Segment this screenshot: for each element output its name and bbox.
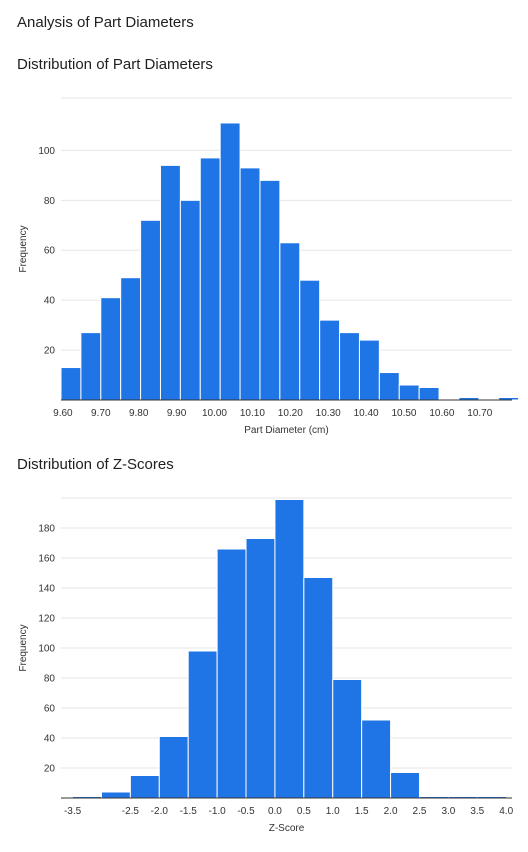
x-tick-label: 0.5 [297,806,311,817]
histogram-bar [100,791,131,799]
y-tick-label: 120 [38,614,55,625]
chart-title-zscores: Distribution of Z-Scores [17,456,174,473]
y-tick-label: 20 [44,764,56,775]
histogram-bar [120,277,142,401]
x-tick-label: -3.5 [64,806,82,817]
y-tick-label: 180 [38,524,55,535]
x-tick-label: 10.20 [278,408,303,419]
histogram-bar [216,548,247,799]
histogram-bar [129,775,160,799]
y-tick-label: 40 [44,296,56,307]
x-tick-label: 9.70 [91,408,111,419]
histogram-bar [418,387,440,401]
x-tick-label: -0.5 [237,806,255,817]
histogram-bar [378,372,400,401]
x-tick-label: 9.90 [167,408,187,419]
histogram-bar [390,772,420,799]
histogram-bar [100,297,122,401]
x-tick-label: -2.0 [151,806,169,817]
x-tick-label: 10.70 [467,408,492,419]
x-tick-label: 4.0 [499,806,513,817]
y-tick-label: 140 [38,584,55,595]
y-tick-label: 100 [38,146,55,157]
x-tick-label: -1.0 [208,806,226,817]
y-axis-label: Frequency [18,624,29,671]
histogram-bar [279,242,301,401]
histogram-bar [245,538,276,799]
x-tick-label: -1.5 [180,806,198,817]
x-tick-label: 3.0 [441,806,455,817]
histogram-bar [259,179,281,401]
x-tick-label: 3.5 [470,806,484,817]
histogram-bar [332,679,363,799]
x-tick-label: 2.5 [413,806,427,817]
x-axis-label: Z-Score [269,823,305,834]
y-tick-label: 80 [44,674,56,685]
histogram-bar [158,736,189,799]
histogram-bar [299,279,321,401]
x-tick-label: 9.80 [129,408,149,419]
histogram-bar [361,719,392,799]
y-tick-label: 20 [44,346,56,357]
x-tick-label: 1.5 [355,806,369,817]
histogram-bar [339,332,360,401]
histogram-bar [140,219,161,401]
x-tick-label: 10.50 [391,408,416,419]
y-tick-label: 40 [44,734,56,745]
x-tick-label: 0.0 [268,806,282,817]
page-title: Analysis of Part Diameters [17,14,194,31]
histogram-bar [319,319,341,401]
histogram-bar [239,167,261,401]
diameter-histogram: 20 40 60 80 100 9.60 9.70 9.80 9.90 10.00 10.10 10.… [18,97,520,436]
histogram-bar [80,332,102,401]
x-tick-label: 10.30 [316,408,341,419]
histogram-bar [274,499,305,799]
histogram-bar [187,650,218,799]
histogram-bar [219,122,241,401]
histogram-bar [358,339,380,401]
histogram-bar [303,577,334,799]
y-tick-label: 80 [44,196,56,207]
histogram-bar [179,199,201,401]
x-axis-label: Part Diameter (cm) [244,425,328,436]
x-tick-label: 2.0 [384,806,398,817]
x-tick-label: 1.0 [326,806,340,817]
y-axis-label: Frequency [18,225,29,272]
x-tick-label: 10.60 [429,408,454,419]
x-tick-label: -2.5 [122,806,140,817]
histogram-bar [60,367,82,401]
y-tick-label: 160 [38,554,55,565]
y-tick-label: 60 [44,704,56,715]
histogram-bar [398,384,420,401]
x-tick-label: 10.10 [240,408,265,419]
histogram-bar [199,157,221,401]
histogram-bar [159,164,181,401]
x-tick-label: 10.00 [202,408,227,419]
y-tick-label: 100 [38,644,55,655]
x-tick-label: 9.60 [53,408,73,419]
y-tick-label: 60 [44,246,56,257]
x-tick-label: 10.40 [354,408,379,419]
chart-title-diameters: Distribution of Part Diameters [17,56,213,73]
